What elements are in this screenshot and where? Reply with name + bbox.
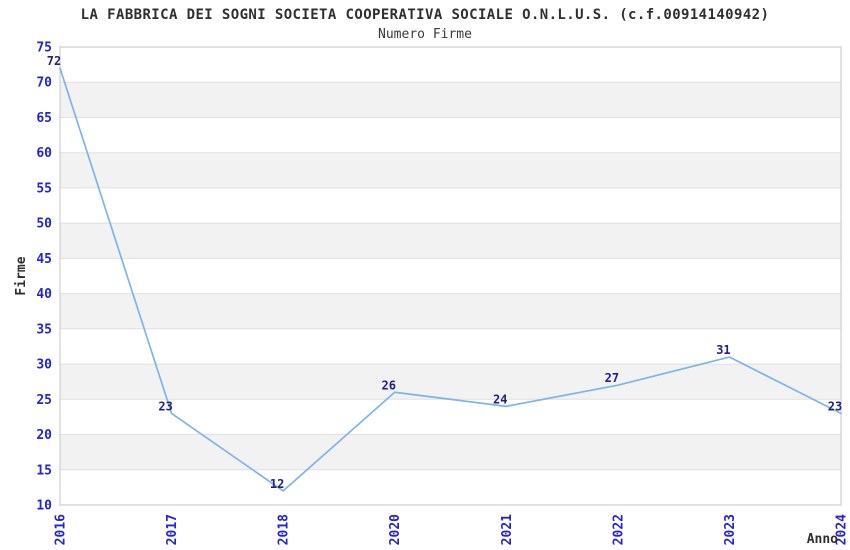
y-tick-label: 25	[36, 393, 52, 408]
plot-band	[60, 152, 841, 188]
data-label: 72	[47, 54, 61, 68]
x-tick-label: 2020	[388, 514, 403, 545]
plot-border	[59, 46, 842, 506]
chart-title: LA FABBRICA DEI SOGNI SOCIETA COOPERATIV…	[80, 7, 770, 23]
x-tick-label: 2023	[723, 514, 738, 545]
y-tick-label: 75	[36, 41, 52, 56]
data-label: 26	[381, 378, 395, 392]
plot-band	[60, 364, 841, 400]
data-label: 31	[716, 343, 730, 357]
y-tick-label: 20	[36, 428, 52, 443]
y-tick-label: 65	[36, 111, 52, 126]
y-tick-label: 10	[36, 499, 52, 514]
data-line	[59, 67, 842, 492]
x-axis-label: Anno	[807, 532, 838, 547]
x-tick-label: 2018	[277, 514, 292, 545]
data-label: 23	[158, 399, 172, 413]
data-label: 27	[605, 371, 619, 385]
y-tick-label: 30	[36, 358, 52, 373]
plot-band	[60, 434, 841, 470]
data-label: 24	[493, 392, 507, 406]
x-tick-label: 2017	[165, 514, 180, 545]
x-tick-label: 2024	[835, 514, 850, 545]
plot-band	[60, 82, 841, 118]
x-tick-label: 2016	[54, 514, 69, 545]
y-tick-label: 50	[36, 217, 52, 232]
y-tick-label: 15	[36, 463, 52, 478]
x-tick-label: 2021	[500, 514, 515, 545]
x-tick-label: 2022	[611, 514, 626, 545]
chart-subtitle: Numero Firme	[378, 27, 472, 42]
y-tick-label: 45	[36, 252, 52, 267]
y-tick-label: 55	[36, 181, 52, 196]
plot-band	[60, 223, 841, 259]
y-axis-label: Firme	[14, 256, 29, 295]
y-tick-label: 40	[36, 287, 52, 302]
y-tick-label: 70	[36, 76, 52, 91]
data-label: 23	[828, 399, 842, 413]
y-tick-label: 60	[36, 146, 52, 161]
y-tick-label: 35	[36, 322, 52, 337]
data-label: 12	[270, 477, 284, 491]
plot-band	[60, 293, 841, 329]
